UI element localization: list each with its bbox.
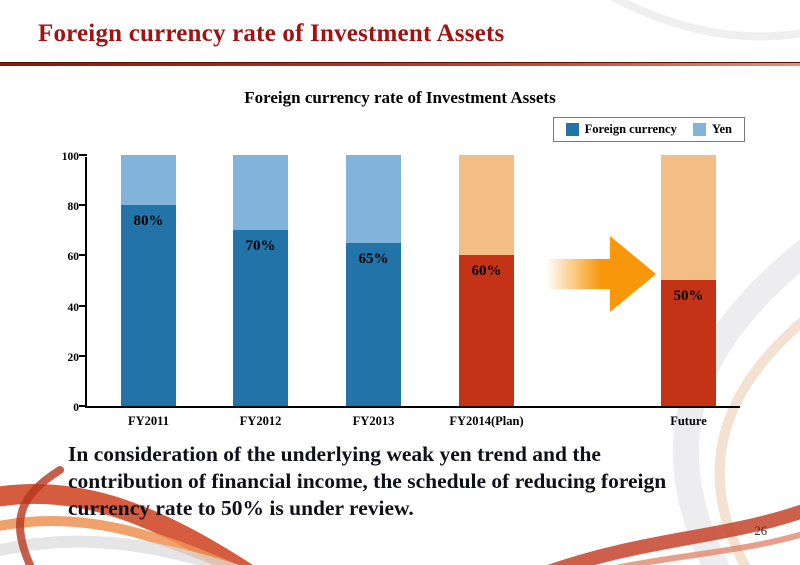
body-text-line: contribution of financial income, the sc… xyxy=(68,468,667,493)
y-axis-tick-label: 0 xyxy=(73,402,79,414)
bar-future: 50% xyxy=(661,155,716,406)
y-axis-tick xyxy=(79,254,87,256)
bar-segment-foreign-currency xyxy=(346,243,401,406)
bar-segment-yen xyxy=(459,155,514,255)
body-text-line: In consideration of the underlying weak … xyxy=(68,442,601,466)
y-axis-tick-label: 60 xyxy=(67,251,80,263)
bar-segment-yen xyxy=(661,155,716,280)
y-axis-tick xyxy=(79,405,87,407)
bar-value-label: 60% xyxy=(471,263,502,279)
y-axis-tick-label: 20 xyxy=(67,352,80,364)
page-number: 26 xyxy=(754,524,768,538)
body-text: In consideration of the underlying weak … xyxy=(68,441,768,522)
bar-fy2014-plan-: 60% xyxy=(459,155,514,406)
legend-label: Foreign currency xyxy=(584,122,677,136)
slide-title: Foreign currency rate of Investment Asse… xyxy=(38,20,505,47)
bar-segment-foreign-currency xyxy=(121,205,176,406)
y-axis-tick xyxy=(79,355,87,357)
y-axis-tick xyxy=(79,154,87,156)
x-axis-label: FY2012 xyxy=(239,414,282,428)
title-divider xyxy=(0,62,800,66)
bar-fy2013: 65% xyxy=(346,155,401,406)
y-axis-tick xyxy=(79,204,87,206)
bar-segment-foreign-currency xyxy=(459,255,514,406)
y-axis-tick-label: 80 xyxy=(67,201,80,213)
bar-fy2011: 80% xyxy=(121,155,176,406)
bar-value-label: 65% xyxy=(358,251,389,267)
bar-value-label: 50% xyxy=(673,288,704,304)
trend-arrow-icon xyxy=(546,236,656,312)
legend-label: Yen xyxy=(711,122,732,136)
legend-item-foreign-currency: Foreign currency xyxy=(565,122,677,137)
bar-fy2012: 70% xyxy=(233,155,288,406)
y-axis-tick-label: 40 xyxy=(67,302,80,314)
bar-segment-foreign-currency xyxy=(233,230,288,406)
x-axis-label: FY2013 xyxy=(352,414,395,428)
bar-value-label: 80% xyxy=(133,213,164,229)
bar-segment-yen xyxy=(121,155,176,205)
bar-value-label: 70% xyxy=(245,238,276,254)
body-text-line: currency rate to 50% is under review. xyxy=(68,495,414,520)
x-axis-label: FY2011 xyxy=(128,414,169,428)
y-axis-tick-label: 100 xyxy=(61,151,79,163)
chart-legend: Foreign currency Yen xyxy=(552,117,745,142)
x-axis-label: FY2014(Plan) xyxy=(449,414,524,428)
plot-area: 0 20 40 60 80 100 80% FY2011 70% FY2012 65% FY2013 6… xyxy=(62,151,740,428)
bar-segment-yen xyxy=(233,155,288,230)
chart-title: Foreign currency rate of Investment Asse… xyxy=(244,88,556,107)
legend-swatch-icon xyxy=(565,123,579,136)
legend-item-yen: Yen xyxy=(692,122,732,137)
legend-swatch-icon xyxy=(692,123,706,136)
x-axis-label: Future xyxy=(670,414,707,428)
bar-segment-yen xyxy=(346,155,401,243)
y-axis-tick xyxy=(79,305,87,307)
